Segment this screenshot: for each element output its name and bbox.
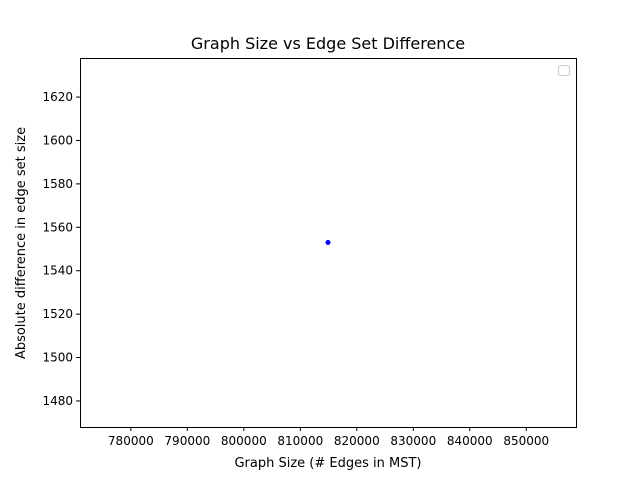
- x-tick-label: 850000: [503, 434, 549, 448]
- x-tick-label: 780000: [108, 434, 154, 448]
- chart-title: Graph Size vs Edge Set Difference: [191, 34, 465, 53]
- y-tick-label: 1600: [42, 133, 73, 147]
- x-tick-label: 800000: [221, 434, 267, 448]
- legend-box: [558, 65, 570, 76]
- x-tick-label: 820000: [334, 434, 380, 448]
- x-tick-label: 840000: [447, 434, 493, 448]
- y-axis: 1480 1500 1520 1540 1560 1580 1600 1620: [42, 90, 80, 408]
- y-tick-label: 1480: [42, 394, 73, 408]
- data-points: [325, 240, 331, 245]
- x-tick-label: 810000: [277, 434, 323, 448]
- x-axis: 780000 790000 800000 810000 820000 830000 8400…: [108, 427, 549, 448]
- y-tick-label: 1580: [42, 177, 73, 191]
- y-tick-label: 1500: [42, 351, 73, 365]
- x-tick-label: 830000: [390, 434, 436, 448]
- y-tick-label: 1620: [42, 90, 73, 104]
- y-tick-label: 1540: [42, 264, 73, 278]
- y-tick-label: 1560: [42, 220, 73, 234]
- plot-area-frame: [80, 58, 577, 428]
- y-tick-label: 1520: [42, 307, 73, 321]
- data-point: [325, 240, 331, 245]
- x-tick-label: 790000: [164, 434, 210, 448]
- y-axis-label: Absolute difference in edge set size: [14, 127, 29, 359]
- x-axis-label: Graph Size (# Edges in MST): [234, 456, 421, 471]
